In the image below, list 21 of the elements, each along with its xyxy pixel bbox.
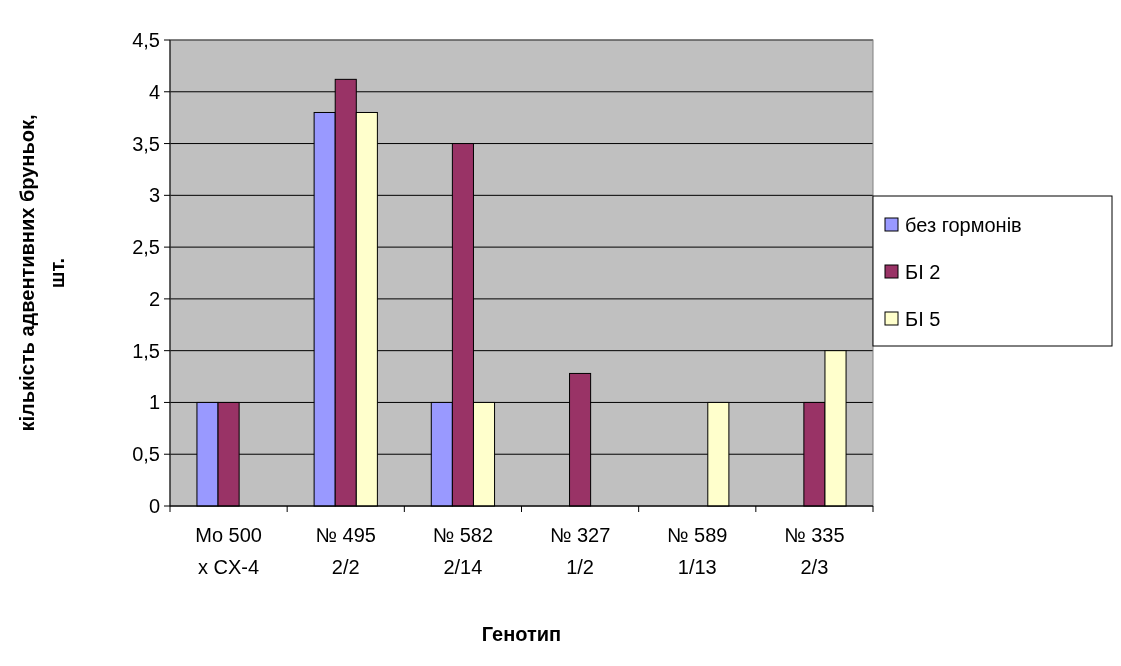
- x-tick-label: № 582 2/14: [432, 524, 494, 578]
- y-tick-label: 3,5: [132, 132, 160, 155]
- legend-label: БІ 5: [905, 308, 941, 330]
- x-tick-label: Mo 500 x CX-4: [195, 524, 262, 578]
- x-tick-label: № 327 1/2: [549, 524, 611, 578]
- y-tick-label: 4: [148, 80, 160, 103]
- y-tick-label: 2,5: [132, 236, 160, 259]
- x-axis-title: Генотип: [481, 623, 562, 645]
- y-axis-title: кількість адвентивних бруньок, шт.: [16, 114, 68, 432]
- y-tick-label: 0: [148, 495, 160, 517]
- x-tick-label: № 495 2/2: [315, 524, 376, 578]
- x-tick-label: № 335 2/3: [784, 524, 845, 578]
- y-tick-label: 2: [148, 287, 160, 310]
- y-tick-label: 1,5: [132, 339, 160, 362]
- y-tick-label: 3: [148, 184, 160, 207]
- x-tick-label: № 589 1/13: [667, 524, 728, 578]
- y-tick-label: 4,5: [132, 29, 160, 51]
- y-tick-label: 0,5: [132, 443, 160, 466]
- y-tick-label: 1: [148, 391, 160, 414]
- legend-label: без гормонів: [905, 214, 1022, 236]
- legend-label: БІ 2: [905, 261, 941, 283]
